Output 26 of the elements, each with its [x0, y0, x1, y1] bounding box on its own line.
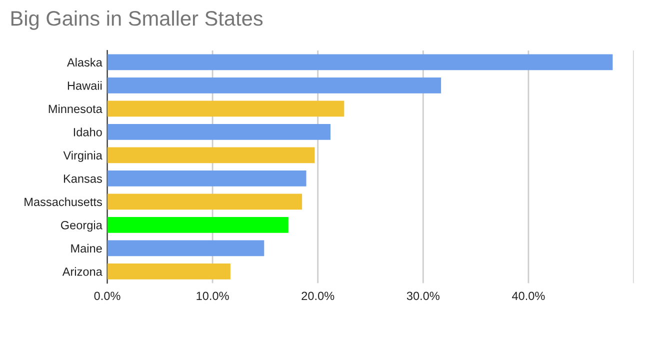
y-tick-label: Georgia — [60, 220, 102, 232]
bar — [107, 124, 330, 140]
x-tick-label: 20.0% — [302, 292, 334, 300]
bar — [107, 147, 315, 164]
y-tick-label: Arizona — [62, 267, 102, 276]
bar — [107, 54, 613, 70]
x-tick-label: 10.0% — [196, 292, 229, 300]
bar — [107, 264, 230, 280]
bar — [107, 217, 288, 233]
chart-title: Big Gains in Smaller States — [11, 10, 263, 30]
x-tick-label: 0.0% — [94, 292, 120, 300]
y-tick-label: Minnesota — [48, 104, 102, 114]
bar — [107, 78, 442, 94]
y-tick-label: Hawaii — [68, 81, 102, 90]
bar — [107, 170, 306, 186]
y-tick-label: Alaska — [66, 58, 102, 67]
bar — [107, 194, 302, 210]
bar — [107, 240, 264, 256]
bar — [107, 100, 344, 117]
x-tick-label: 30.0% — [406, 292, 440, 300]
y-tick-label: Virginia — [63, 150, 102, 162]
y-tick-label: Kansas — [64, 174, 102, 183]
y-tick-label: Maine — [71, 244, 102, 253]
y-tick-label: Idaho — [74, 128, 102, 136]
y-tick-label: Massachusetts — [24, 197, 102, 206]
x-tick-label: 40.0% — [512, 292, 545, 300]
